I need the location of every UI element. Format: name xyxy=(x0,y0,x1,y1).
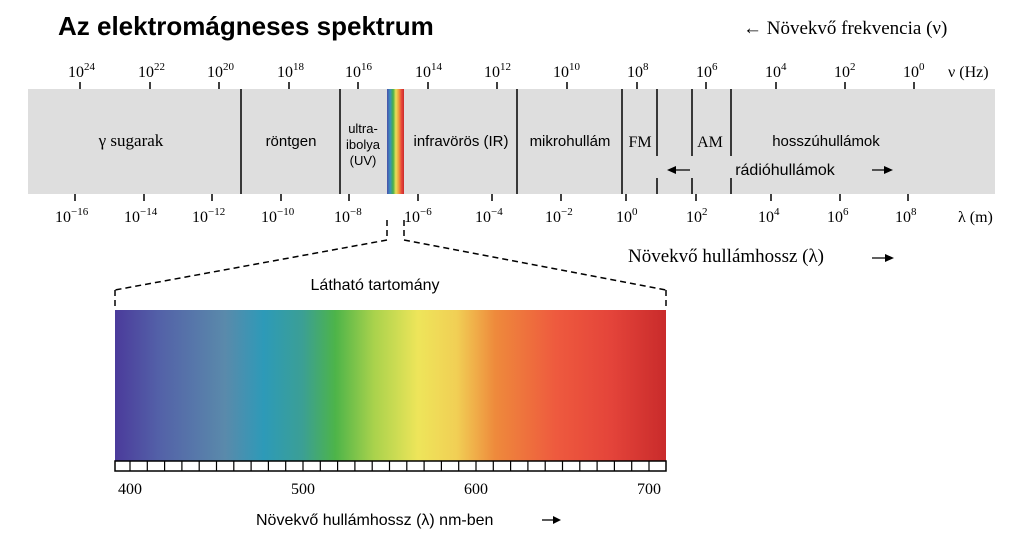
wave-tick-label: 108 xyxy=(895,206,917,226)
wave-tick-label: 106 xyxy=(827,206,849,226)
wave-tick-label: 10−16 xyxy=(55,206,89,226)
region-microwave-label: mikrohullám xyxy=(530,133,611,150)
wavelength-axis: 10−16 10−14 10−12 10−10 10−8 10−6 10−4 1… xyxy=(55,206,993,226)
visible-tick-label: 600 xyxy=(464,481,488,498)
freq-tick-label: 1012 xyxy=(484,61,511,81)
visible-ruler xyxy=(114,460,667,472)
visible-range-title: Látható tartomány xyxy=(311,277,440,294)
radio-waves-span: rádióhullámok xyxy=(667,162,893,179)
region-longwave-label: hosszúhullámok xyxy=(772,133,880,150)
visible-spectrum xyxy=(115,310,666,461)
visible-wavelength-note: Növekvő hullámhossz (λ) nm-ben xyxy=(256,512,493,529)
wave-tick-label: 10−2 xyxy=(545,206,573,226)
freq-tick-label: 1024 xyxy=(68,61,96,81)
visible-tick-label: 500 xyxy=(291,481,315,498)
zoom-lines xyxy=(114,220,667,308)
region-uv-label-line3: (UV) xyxy=(350,153,377,168)
arrow-right-icon xyxy=(872,254,894,262)
wave-tick-label: 100 xyxy=(616,206,638,226)
freq-tick-label: 104 xyxy=(765,61,787,81)
region-uv-label-line2: ibolya xyxy=(346,137,381,152)
region-uv-label-line1: ultra- xyxy=(348,121,378,136)
arrow-right-icon xyxy=(884,166,893,174)
freq-axis-unit: ν (Hz) xyxy=(948,64,989,81)
wave-tick-label: 10−14 xyxy=(124,206,158,226)
wavelength-direction-note: Növekvő hullámhossz (λ) xyxy=(628,246,824,267)
freq-tick-label: 106 xyxy=(696,61,718,81)
region-xray-label: röntgen xyxy=(266,133,317,150)
spectrum-band xyxy=(28,89,995,194)
visible-tick-label: 400 xyxy=(118,481,142,498)
freq-tick-label: 1014 xyxy=(415,61,443,81)
wave-tick-label: 10−6 xyxy=(404,206,432,226)
region-fm-label: FM xyxy=(628,134,651,151)
wave-tick-label: 10−4 xyxy=(475,206,503,226)
region-dividers xyxy=(240,89,732,194)
wavelength-ticks xyxy=(74,194,909,201)
wave-tick-label: 104 xyxy=(758,206,780,226)
region-ir-label: infravörös (IR) xyxy=(413,133,508,150)
frequency-ticks xyxy=(79,82,915,89)
region-am-label: AM xyxy=(697,134,723,151)
arrow-right-icon xyxy=(542,516,561,524)
freq-tick-label: 1018 xyxy=(277,61,305,81)
freq-tick-label: 1010 xyxy=(553,61,581,81)
freq-tick-label: 1020 xyxy=(207,61,235,81)
region-gamma-label: γ sugarak xyxy=(98,131,164,150)
wave-tick-label: 102 xyxy=(686,206,708,226)
freq-tick-label: 1022 xyxy=(138,61,165,81)
frequency-axis: 1024 1022 1020 1018 1016 1014 1012 1010 … xyxy=(68,61,989,81)
wave-tick-label: 10−12 xyxy=(192,206,225,226)
freq-tick-label: 108 xyxy=(627,61,649,81)
visible-axis: 400 500 600 700 xyxy=(118,481,661,498)
wave-tick-label: 10−8 xyxy=(334,206,362,226)
freq-tick-label: 102 xyxy=(834,61,856,81)
wave-tick-label: 10−10 xyxy=(261,206,295,226)
frequency-direction-note: ← Növekvő frekvencia (ν) xyxy=(743,18,947,39)
visible-tick-label: 700 xyxy=(637,481,661,498)
freq-tick-label: 100 xyxy=(903,61,925,81)
diagram-title: Az elektromágneses spektrum xyxy=(58,11,434,41)
freq-tick-label: 1016 xyxy=(345,61,373,81)
wave-axis-unit: λ (m) xyxy=(958,209,993,226)
region-radio-label: rádióhullámok xyxy=(735,162,836,179)
arrow-left-icon xyxy=(667,166,676,174)
visible-strip xyxy=(387,89,404,194)
